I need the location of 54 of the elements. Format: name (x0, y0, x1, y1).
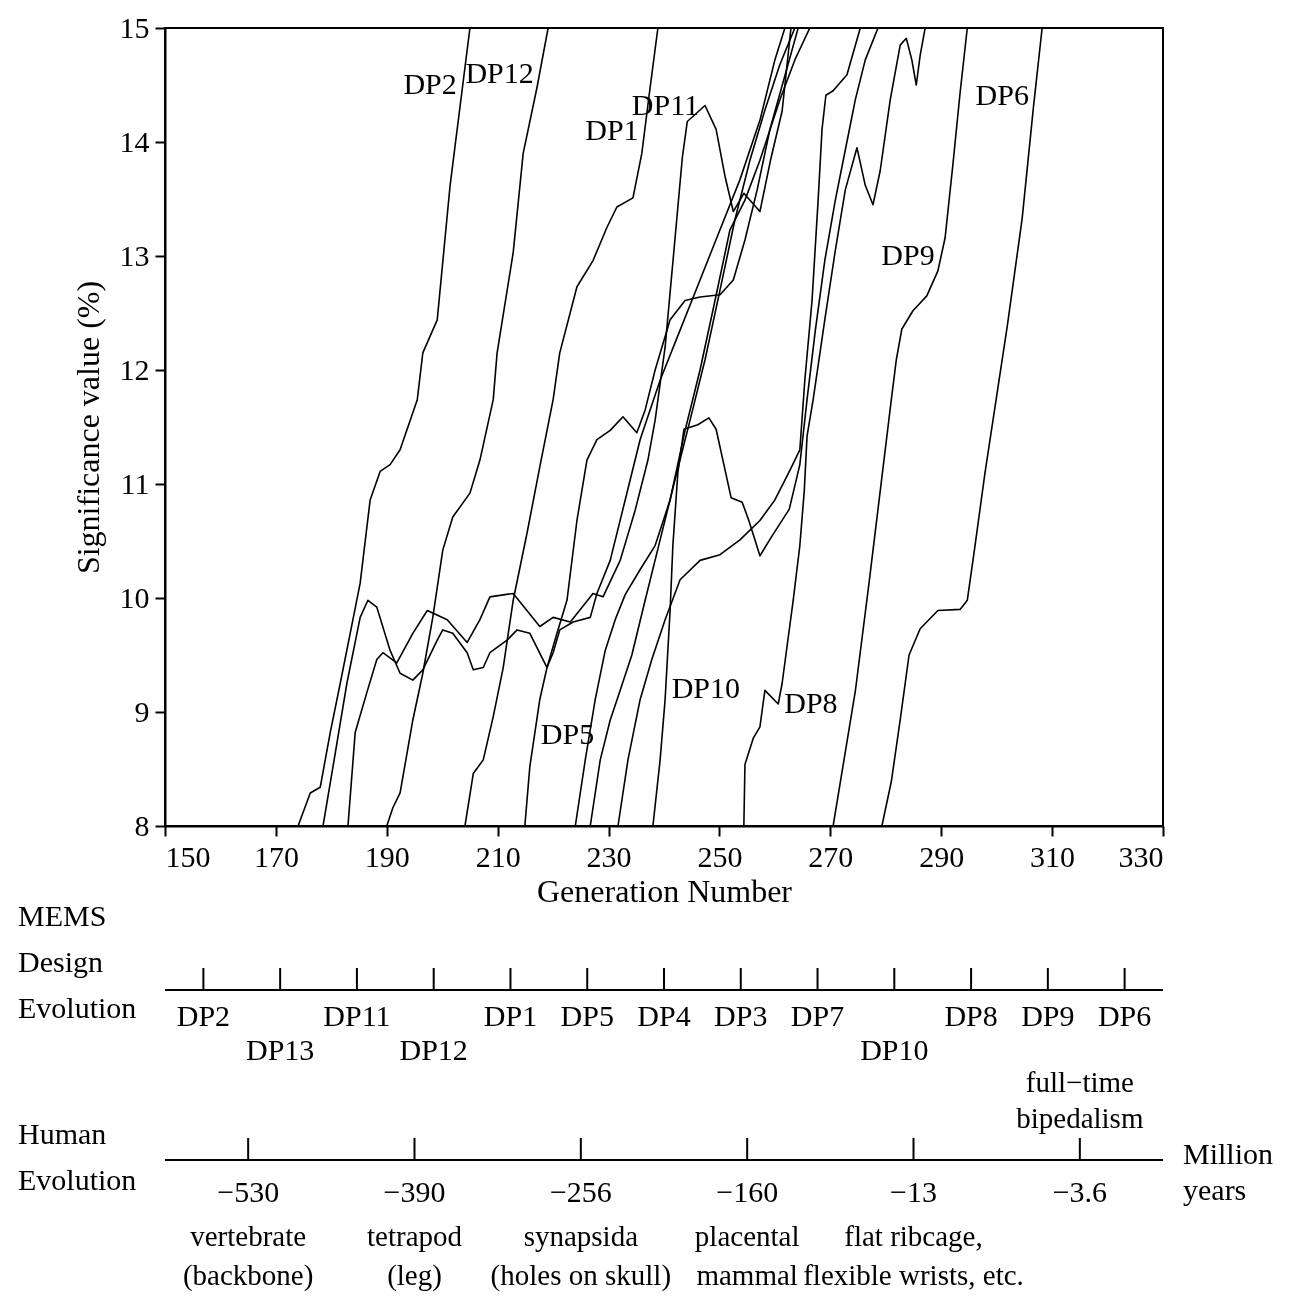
category-label: DP11 (323, 999, 391, 1032)
y-tick-label: 14 (119, 124, 150, 158)
annotation: DP8 (784, 686, 838, 720)
y-tick-label: 12 (119, 352, 150, 386)
y-tick-label: 8 (134, 808, 150, 842)
annotation: DP9 (881, 238, 935, 271)
x-tick-label: 310 (1030, 839, 1076, 873)
annotation: DP6 (975, 78, 1029, 112)
text: flat ribcage, flexible wrists, etc. (803, 1220, 1024, 1291)
category-label: DP9 (1021, 999, 1075, 1032)
text: MEMS Design Evolution (18, 899, 137, 1024)
y-tick-label: 15 (119, 10, 150, 44)
y-tick-label: 9 (134, 694, 150, 728)
text: vertebrate (backbone) (182, 1220, 314, 1291)
category-label: DP2 (176, 999, 231, 1032)
x-tick-label: 170 (253, 839, 299, 873)
text: synapsida (holes on skull) (490, 1220, 672, 1291)
category-label: DP8 (944, 999, 998, 1032)
x-tick-label: 290 (919, 839, 965, 873)
category-label: −3.6 (1052, 1175, 1108, 1208)
category-label: DP7 (790, 999, 845, 1032)
x-tick-label: 210 (475, 839, 521, 873)
x-tick-label: 190 (364, 839, 410, 873)
x-tick-label: 270 (808, 839, 854, 873)
category-label: DP10 (860, 1033, 929, 1066)
y-axis-title: Significance value (%) (69, 280, 106, 575)
text: tetrapod (leg) (366, 1220, 463, 1291)
category-label: −530 (217, 1175, 280, 1208)
x-tick-label: 230 (586, 839, 632, 873)
category-label: −256 (549, 1175, 612, 1208)
category-label: −390 (383, 1175, 446, 1208)
x-tick-label: 250 (697, 839, 743, 873)
text: Million years (1183, 1137, 1274, 1206)
category-label: DP13 (245, 1033, 315, 1066)
y-tick-label: 13 (119, 238, 150, 272)
category-label: DP12 (399, 1033, 468, 1066)
category-label: DP6 (1097, 999, 1152, 1032)
category-label: −160 (716, 1175, 779, 1208)
category-label: DP4 (637, 999, 691, 1032)
category-label: DP1 (483, 999, 538, 1032)
x-tick-label: 150 (165, 839, 211, 873)
x-axis-title: Generation Number (536, 872, 793, 909)
text: Human Evolution (18, 1117, 137, 1196)
y-tick-label: 10 (119, 580, 150, 614)
x-tick-label: 330 (1118, 839, 1164, 873)
category-label: DP3 (714, 999, 768, 1032)
annotation: DP12 (465, 55, 534, 89)
annotation: DP2 (403, 67, 457, 100)
category-label: DP5 (560, 999, 614, 1032)
text: full−time bipedalism (1016, 1066, 1144, 1134)
y-tick-label: 11 (120, 466, 150, 500)
annotation: DP10 (671, 671, 741, 705)
category-label: −13 (890, 1175, 937, 1208)
text: placental mammal (694, 1220, 800, 1291)
